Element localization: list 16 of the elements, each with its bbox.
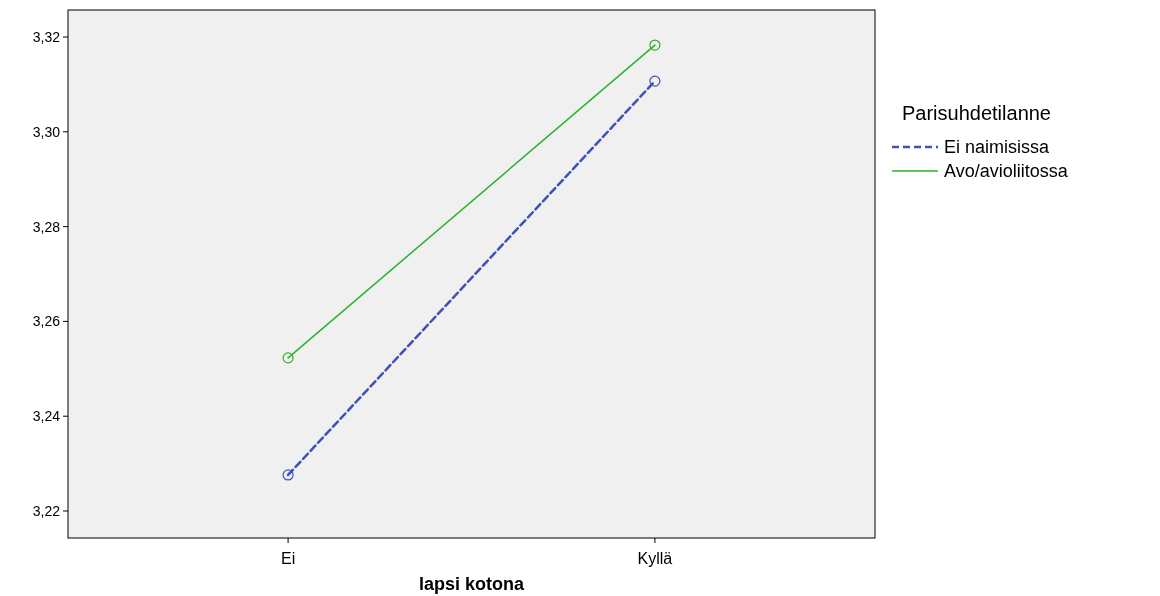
legend-label: Ei naimisissa	[944, 137, 1051, 158]
y-tick-label: 3,24	[32, 408, 61, 425]
y-tick-label: 3,32	[32, 28, 61, 45]
x-tick-label: Kyllä	[637, 550, 673, 567]
y-tick-label: 3,26	[32, 313, 61, 330]
legend-label: Avo/avioliitossa	[944, 161, 1069, 182]
y-tick-label: 3,22	[32, 502, 61, 519]
point	[282, 352, 294, 364]
x-tick-label: Ei	[280, 550, 296, 567]
y-tick-label: 3,28	[32, 218, 61, 235]
point	[282, 469, 294, 481]
x-axis-title: lapsi kotona	[418, 574, 525, 594]
y-tick-label: 3,30	[32, 123, 61, 140]
point	[649, 75, 661, 87]
legend-title: Parisuhdetilanne	[902, 102, 1051, 124]
point	[649, 39, 661, 51]
